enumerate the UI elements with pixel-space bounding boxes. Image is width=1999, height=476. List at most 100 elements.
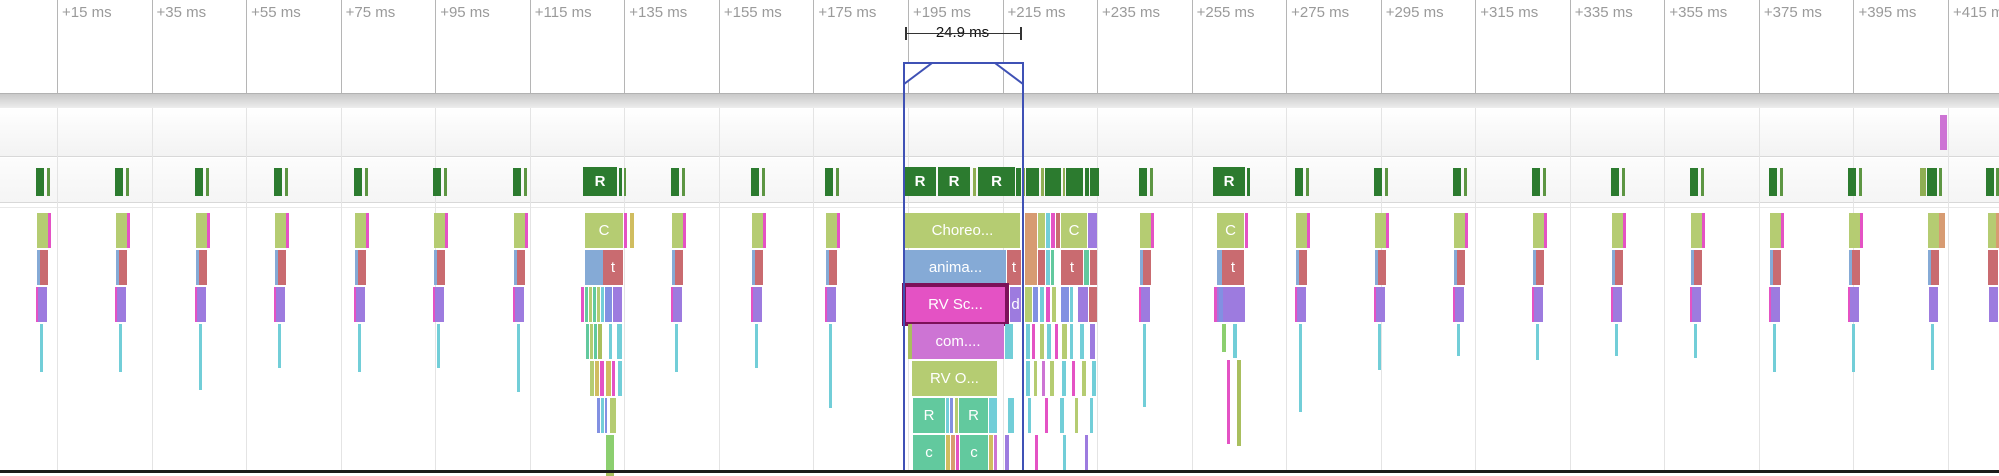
flame-event-bar[interactable]: c [960, 435, 988, 470]
flame-event-sliver[interactable] [433, 287, 435, 322]
frame-marker[interactable] [444, 168, 447, 196]
flame-event-sliver[interactable] [127, 213, 130, 248]
flame-event-sliver[interactable] [752, 213, 763, 248]
flame-event-sliver[interactable] [671, 287, 673, 322]
flame-event-sliver[interactable] [525, 213, 528, 248]
flame-event-sliver[interactable] [1457, 250, 1465, 285]
flame-event-sliver[interactable] [1989, 287, 1998, 322]
flame-event-sliver[interactable] [1850, 287, 1859, 322]
flame-event-sliver[interactable] [1005, 435, 1009, 470]
frame-marker[interactable] [671, 168, 679, 196]
flame-event-bar[interactable]: t [603, 250, 623, 285]
flame-event-sliver[interactable] [1046, 213, 1050, 248]
flame-event-sliver[interactable] [1025, 213, 1037, 285]
flame-event-sliver[interactable] [753, 287, 762, 322]
frame-marker[interactable] [1385, 168, 1388, 196]
flame-event-sliver[interactable] [1929, 287, 1938, 322]
flame-event-sliver[interactable] [594, 324, 597, 359]
frame-marker-chip[interactable]: R [1213, 167, 1245, 196]
frame-marker[interactable] [1090, 168, 1099, 196]
flame-event-sliver[interactable] [1052, 287, 1056, 322]
frame-marker[interactable] [1859, 168, 1862, 196]
frame-marker-chip[interactable]: R [904, 167, 936, 196]
flame-event-sliver[interactable] [946, 398, 949, 433]
flame-event-sliver[interactable] [366, 213, 369, 248]
flame-event-sliver[interactable] [1040, 324, 1044, 359]
flame-event-sliver[interactable] [1852, 250, 1860, 285]
flame-event-sliver[interactable] [612, 361, 615, 396]
flame-event-sliver[interactable] [1299, 250, 1307, 285]
flame-event-sliver[interactable] [605, 398, 607, 433]
flame-event-sliver[interactable] [1026, 324, 1030, 359]
flame-event-sliver[interactable] [207, 213, 210, 248]
flame-event-sliver[interactable] [989, 435, 993, 470]
flame-event-sliver[interactable] [275, 250, 278, 285]
flame-event-sliver[interactable] [1072, 361, 1075, 396]
flame-event-sliver[interactable] [1770, 250, 1773, 285]
flame-event-sliver[interactable] [1612, 250, 1615, 285]
flame-event-sliver[interactable] [1140, 250, 1143, 285]
flame-event-sliver[interactable] [1061, 287, 1069, 322]
flame-event-sliver[interactable] [1375, 250, 1378, 285]
flame-event-bar[interactable]: com.... [912, 324, 1004, 359]
flame-event-sliver[interactable] [752, 250, 755, 285]
flame-event-sliver[interactable] [1141, 287, 1150, 322]
flame-event-sliver[interactable] [514, 250, 517, 285]
flame-event-sliver[interactable] [1042, 361, 1045, 396]
frame-marker[interactable] [274, 168, 282, 196]
flame-event-sliver[interactable] [597, 287, 600, 322]
flame-event-sliver[interactable] [946, 435, 950, 470]
flame-event-sliver[interactable] [1611, 287, 1613, 322]
flame-event-sliver[interactable] [1623, 213, 1626, 248]
flame-event-bar[interactable]: d [1010, 287, 1021, 322]
flame-event-sliver[interactable] [1063, 435, 1066, 470]
flame-event-sliver[interactable] [354, 287, 356, 322]
flame-event-sliver[interactable] [513, 287, 515, 322]
flame-event-bar[interactable]: RV O... [912, 361, 997, 396]
flame-event-sliver[interactable] [1296, 250, 1299, 285]
flame-event-sliver[interactable] [1849, 250, 1852, 285]
frame-marker[interactable] [1532, 168, 1540, 196]
flame-event-sliver[interactable] [1055, 324, 1058, 359]
flame-event-sliver[interactable] [673, 287, 682, 322]
frame-marker-chip[interactable]: R [938, 167, 970, 196]
frame-marker-chip[interactable]: R [583, 167, 617, 196]
frame-marker[interactable] [1769, 168, 1777, 196]
flame-event-sliver[interactable] [196, 213, 207, 248]
flame-event-sliver[interactable] [1781, 213, 1784, 248]
flame-event-sliver[interactable] [1078, 287, 1088, 322]
flame-event-sliver[interactable] [1090, 250, 1097, 285]
flame-event-bar[interactable]: t [1007, 250, 1021, 285]
flame-event-sliver[interactable] [955, 398, 958, 433]
flame-event-sliver[interactable] [589, 287, 592, 322]
flame-event-sliver[interactable] [755, 250, 763, 285]
flame-event-sliver[interactable] [1534, 287, 1543, 322]
flame-event-bar[interactable]: C [585, 213, 623, 248]
flame-event-sliver[interactable] [956, 435, 959, 470]
flame-event-sliver[interactable] [1089, 287, 1097, 322]
flame-event-sliver[interactable] [1465, 213, 1468, 248]
flame-deep-call-tail[interactable] [1237, 360, 1241, 446]
flame-deep-call-tail[interactable] [278, 324, 281, 368]
flame-event-sliver[interactable] [601, 398, 604, 433]
flame-event-sliver[interactable] [1062, 361, 1066, 396]
frame-marker[interactable] [115, 168, 123, 196]
flame-event-sliver[interactable] [1051, 250, 1054, 285]
flame-event-sliver[interactable] [1056, 213, 1060, 248]
flame-event-bar[interactable]: R [913, 398, 945, 433]
frame-marker[interactable] [1453, 168, 1461, 196]
flame-event-sliver[interactable] [950, 398, 953, 433]
frame-marker[interactable] [825, 168, 833, 196]
flame-event-sliver[interactable] [116, 250, 119, 285]
frame-marker[interactable] [1690, 168, 1698, 196]
flame-event-sliver[interactable] [37, 213, 48, 248]
flame-event-sliver[interactable] [1214, 287, 1217, 322]
frame-marker[interactable] [195, 168, 203, 196]
frame-marker[interactable] [1026, 168, 1039, 196]
flame-event-sliver[interactable] [278, 250, 286, 285]
flame-event-sliver[interactable] [1092, 361, 1096, 396]
selection-left-handle[interactable] [903, 62, 935, 91]
flame-event-sliver[interactable] [1296, 213, 1307, 248]
flame-event-sliver[interactable] [197, 287, 206, 322]
flame-event-sliver[interactable] [1219, 287, 1223, 322]
